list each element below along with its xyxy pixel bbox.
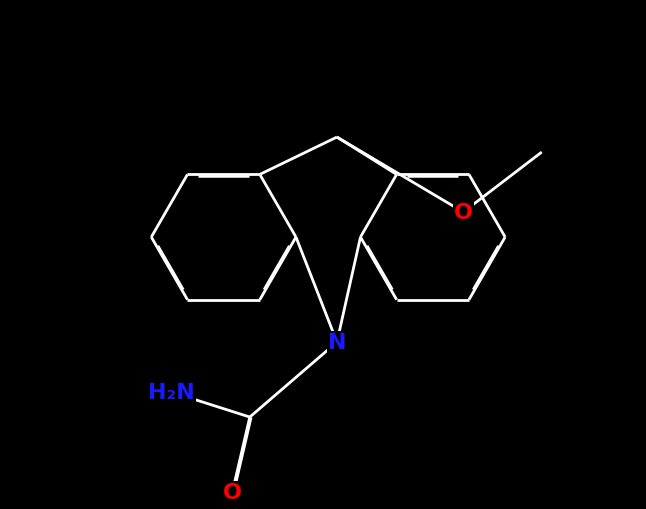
Text: O: O: [223, 482, 242, 502]
Text: N: N: [328, 332, 346, 352]
Text: O: O: [453, 203, 473, 222]
Text: H₂N: H₂N: [148, 382, 194, 402]
